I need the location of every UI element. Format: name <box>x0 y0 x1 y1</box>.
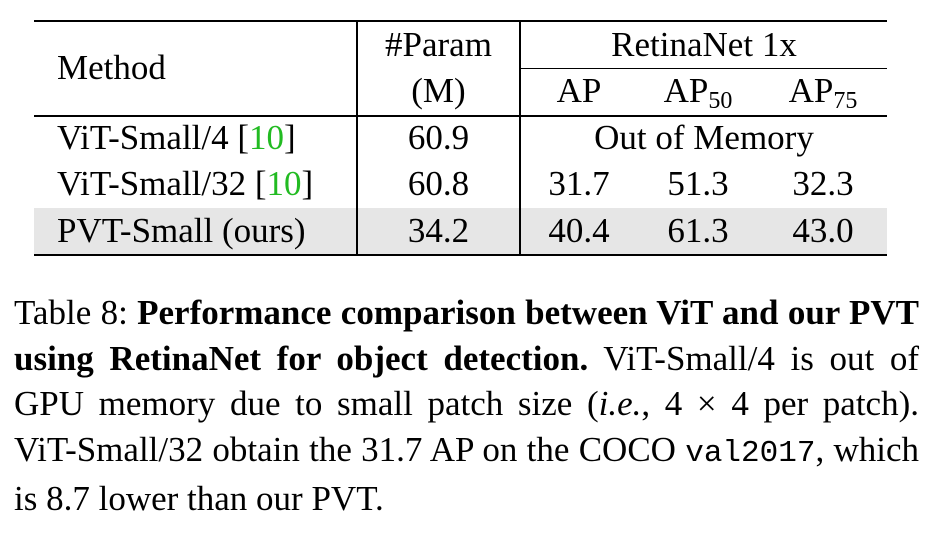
header-retinanet-group: RetinaNet 1x <box>611 25 797 64</box>
caption-text-3: , which is 8.7 lower than our PVT. <box>14 429 919 519</box>
highlighted-row-background <box>34 208 887 254</box>
results-table: Method #Param (M) RetinaNet 1x AP AP50 A… <box>0 0 946 270</box>
row2-method: ViT-Small/32 [10] <box>57 164 314 203</box>
row2-citation-link[interactable]: 10 <box>266 164 302 203</box>
column-divider-1 <box>356 20 358 256</box>
header-method: Method <box>57 48 166 87</box>
group-underline <box>521 68 887 69</box>
header-param-line2: (M) <box>411 71 466 110</box>
caption-label: Table 8: <box>14 293 128 332</box>
row2-ap50: 51.3 <box>667 164 729 203</box>
caption-text-2: , 4 × 4 per patch). ViT-Small/32 obtain … <box>14 384 919 469</box>
caption-dataset-split: val2017 <box>685 435 816 471</box>
caption-bold-title: Performance comparison between ViT and o… <box>14 293 920 378</box>
row3-method: PVT-Small (ours) <box>57 211 306 250</box>
caption-ie: i.e. <box>598 384 642 423</box>
header-param-line1: #Param <box>385 25 492 64</box>
row3-param: 34.2 <box>407 211 470 250</box>
row1-out-of-memory: Out of Memory <box>594 118 814 157</box>
row3-ap75: 43.0 <box>792 211 854 250</box>
header-ap75: AP75 <box>788 71 858 114</box>
header-rule <box>34 115 887 117</box>
row3-ap50: 61.3 <box>667 211 729 250</box>
bottom-rule <box>34 254 887 256</box>
row1-method: ViT-Small/4 [10] <box>57 118 296 157</box>
caption-text-1: ViT-Small/4 is out of GPU memory due to … <box>14 338 919 424</box>
top-rule <box>34 20 887 22</box>
row2-param: 60.8 <box>407 164 470 203</box>
column-divider-2 <box>519 20 521 256</box>
table-caption: Table 8: Performance comparison between … <box>14 290 919 522</box>
row2-ap: 31.7 <box>548 164 610 203</box>
row3-ap: 40.4 <box>548 211 610 250</box>
row1-citation-link[interactable]: 10 <box>249 118 285 157</box>
header-ap: AP <box>556 71 602 110</box>
row1-param: 60.9 <box>407 118 470 157</box>
row2-ap75: 32.3 <box>792 164 854 203</box>
header-ap50: AP50 <box>663 71 733 114</box>
